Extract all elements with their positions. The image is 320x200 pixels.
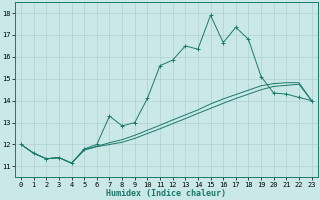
X-axis label: Humidex (Indice chaleur): Humidex (Indice chaleur) — [106, 189, 226, 198]
